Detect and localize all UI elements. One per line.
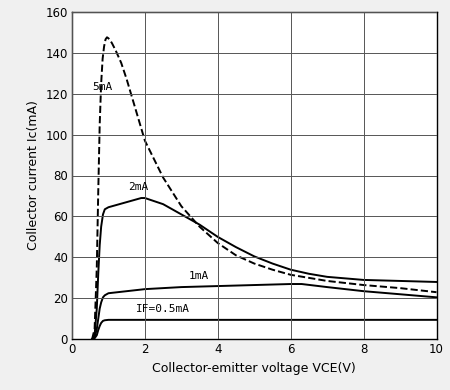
Text: 2mA: 2mA: [129, 182, 149, 192]
Text: 1mA: 1mA: [189, 271, 209, 281]
Text: IF=0.5mA: IF=0.5mA: [136, 304, 190, 314]
Text: 5mA: 5mA: [92, 82, 112, 92]
X-axis label: Collector-emitter voltage VCE(V): Collector-emitter voltage VCE(V): [153, 362, 356, 375]
Y-axis label: Collector current Ic(mA): Collector current Ic(mA): [27, 101, 40, 250]
